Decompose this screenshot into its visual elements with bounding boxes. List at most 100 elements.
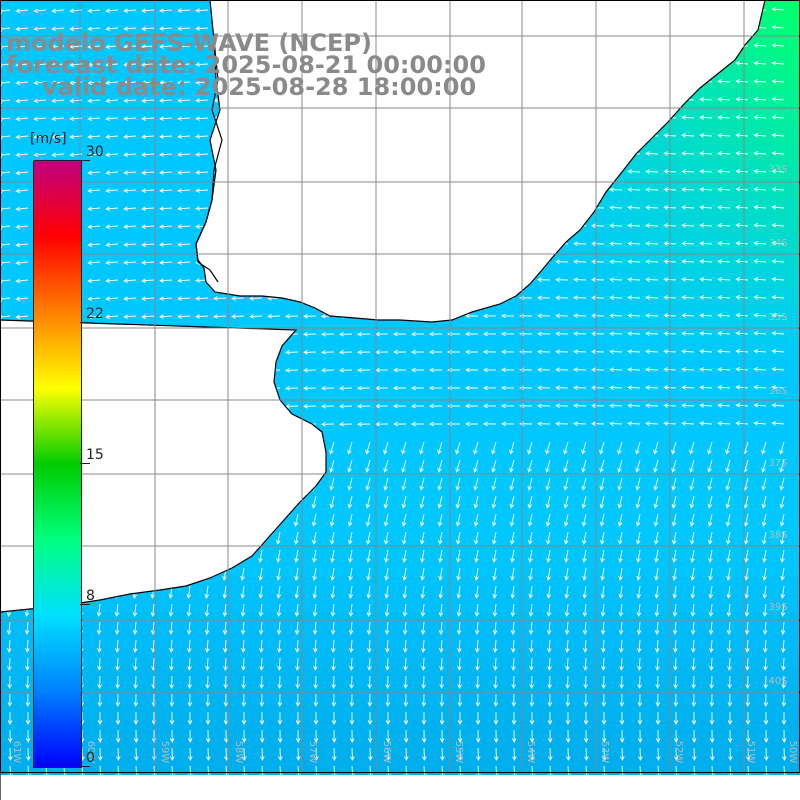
field-cell	[792, 522, 800, 541]
field-cell	[108, 738, 127, 757]
wind-arrow	[105, 314, 119, 320]
field-cell	[738, 414, 757, 433]
field-cell	[162, 720, 181, 739]
field-cell	[684, 396, 703, 415]
wind-arrow	[689, 477, 695, 491]
wind-arrow	[367, 729, 373, 743]
wind-arrow	[528, 549, 533, 563]
wind-arrow	[222, 585, 228, 599]
wind-arrow	[509, 495, 515, 509]
wind-arrow	[97, 657, 102, 671]
wind-arrow	[573, 331, 587, 337]
longitude-label: 57W	[307, 741, 318, 764]
wind-arrow	[195, 80, 209, 85]
wind-arrow	[455, 513, 461, 527]
wind-arrow	[727, 675, 732, 689]
field-cell	[756, 108, 775, 127]
field-cell	[216, 612, 235, 631]
field-cell	[720, 378, 739, 397]
field-cell	[702, 594, 721, 613]
field-cell	[522, 576, 541, 595]
field-cell	[666, 594, 685, 613]
wind-arrow	[411, 367, 425, 373]
wind-arrow	[782, 765, 787, 779]
wind-arrow	[717, 223, 731, 228]
field-cell	[288, 306, 307, 325]
wind-arrow	[141, 98, 155, 103]
wind-arrow	[457, 657, 462, 671]
field-cell	[504, 378, 523, 397]
wind-arrow	[709, 693, 715, 707]
field-cell	[540, 648, 559, 667]
field-cell	[198, 702, 217, 721]
wind-arrow	[527, 459, 533, 473]
field-cell	[738, 666, 757, 685]
field-cell	[360, 684, 379, 703]
wind-arrow	[258, 639, 264, 653]
wind-arrow	[438, 549, 443, 563]
field-cell	[432, 594, 451, 613]
wind-arrow	[401, 513, 407, 527]
wind-arrow	[753, 151, 767, 156]
field-cell	[198, 162, 217, 181]
wind-arrow	[564, 603, 570, 617]
field-cell	[252, 630, 271, 649]
field-cell	[720, 306, 739, 325]
wind-arrow	[512, 765, 517, 779]
field-cell	[0, 684, 19, 703]
wind-arrow	[177, 224, 191, 229]
field-cell	[18, 630, 37, 649]
field-cell	[792, 108, 800, 127]
field-cell	[720, 216, 739, 235]
wind-arrow	[779, 477, 785, 491]
field-cell	[54, 0, 73, 19]
wind-arrow	[494, 747, 499, 761]
wind-arrow	[222, 639, 228, 653]
field-cell	[126, 630, 145, 649]
field-cell	[234, 666, 253, 685]
field-cell	[504, 360, 523, 379]
field-cell	[486, 504, 505, 523]
wind-arrow	[582, 621, 588, 635]
field-cell	[774, 558, 793, 577]
wind-arrow	[277, 729, 283, 743]
field-cell	[144, 18, 163, 37]
field-cell	[666, 684, 685, 703]
wind-arrow	[735, 295, 749, 300]
wind-arrow	[223, 657, 228, 671]
field-cell	[0, 612, 19, 631]
field-cell	[144, 666, 163, 685]
field-cell	[774, 0, 793, 19]
wind-arrow	[581, 513, 587, 527]
wind-arrow	[159, 116, 173, 121]
wind-arrow	[645, 241, 659, 246]
wind-arrow	[348, 549, 353, 563]
field-cell	[126, 270, 145, 289]
wind-arrow	[645, 187, 659, 192]
wind-arrow	[673, 657, 678, 671]
field-cell	[378, 342, 397, 361]
wind-arrow	[105, 152, 119, 158]
wind-arrow	[537, 403, 551, 409]
field-cell	[648, 720, 667, 739]
field-cell	[666, 144, 685, 163]
field-cell	[666, 666, 685, 685]
field-cell	[612, 450, 631, 469]
wind-arrow	[393, 349, 407, 355]
field-cell	[90, 126, 109, 145]
field-cell	[648, 234, 667, 253]
field-cell	[252, 576, 271, 595]
field-cell	[738, 360, 757, 379]
wind-arrow	[465, 367, 479, 373]
field-cell	[0, 90, 19, 109]
wind-arrow	[222, 621, 228, 635]
wind-arrow	[404, 765, 409, 779]
wind-arrow	[206, 747, 211, 761]
wind-arrow	[313, 729, 319, 743]
latitude-label: 33S	[768, 164, 787, 175]
field-cell	[648, 504, 667, 523]
field-cell	[180, 594, 199, 613]
field-cell	[306, 540, 325, 559]
wind-arrow	[717, 115, 731, 120]
